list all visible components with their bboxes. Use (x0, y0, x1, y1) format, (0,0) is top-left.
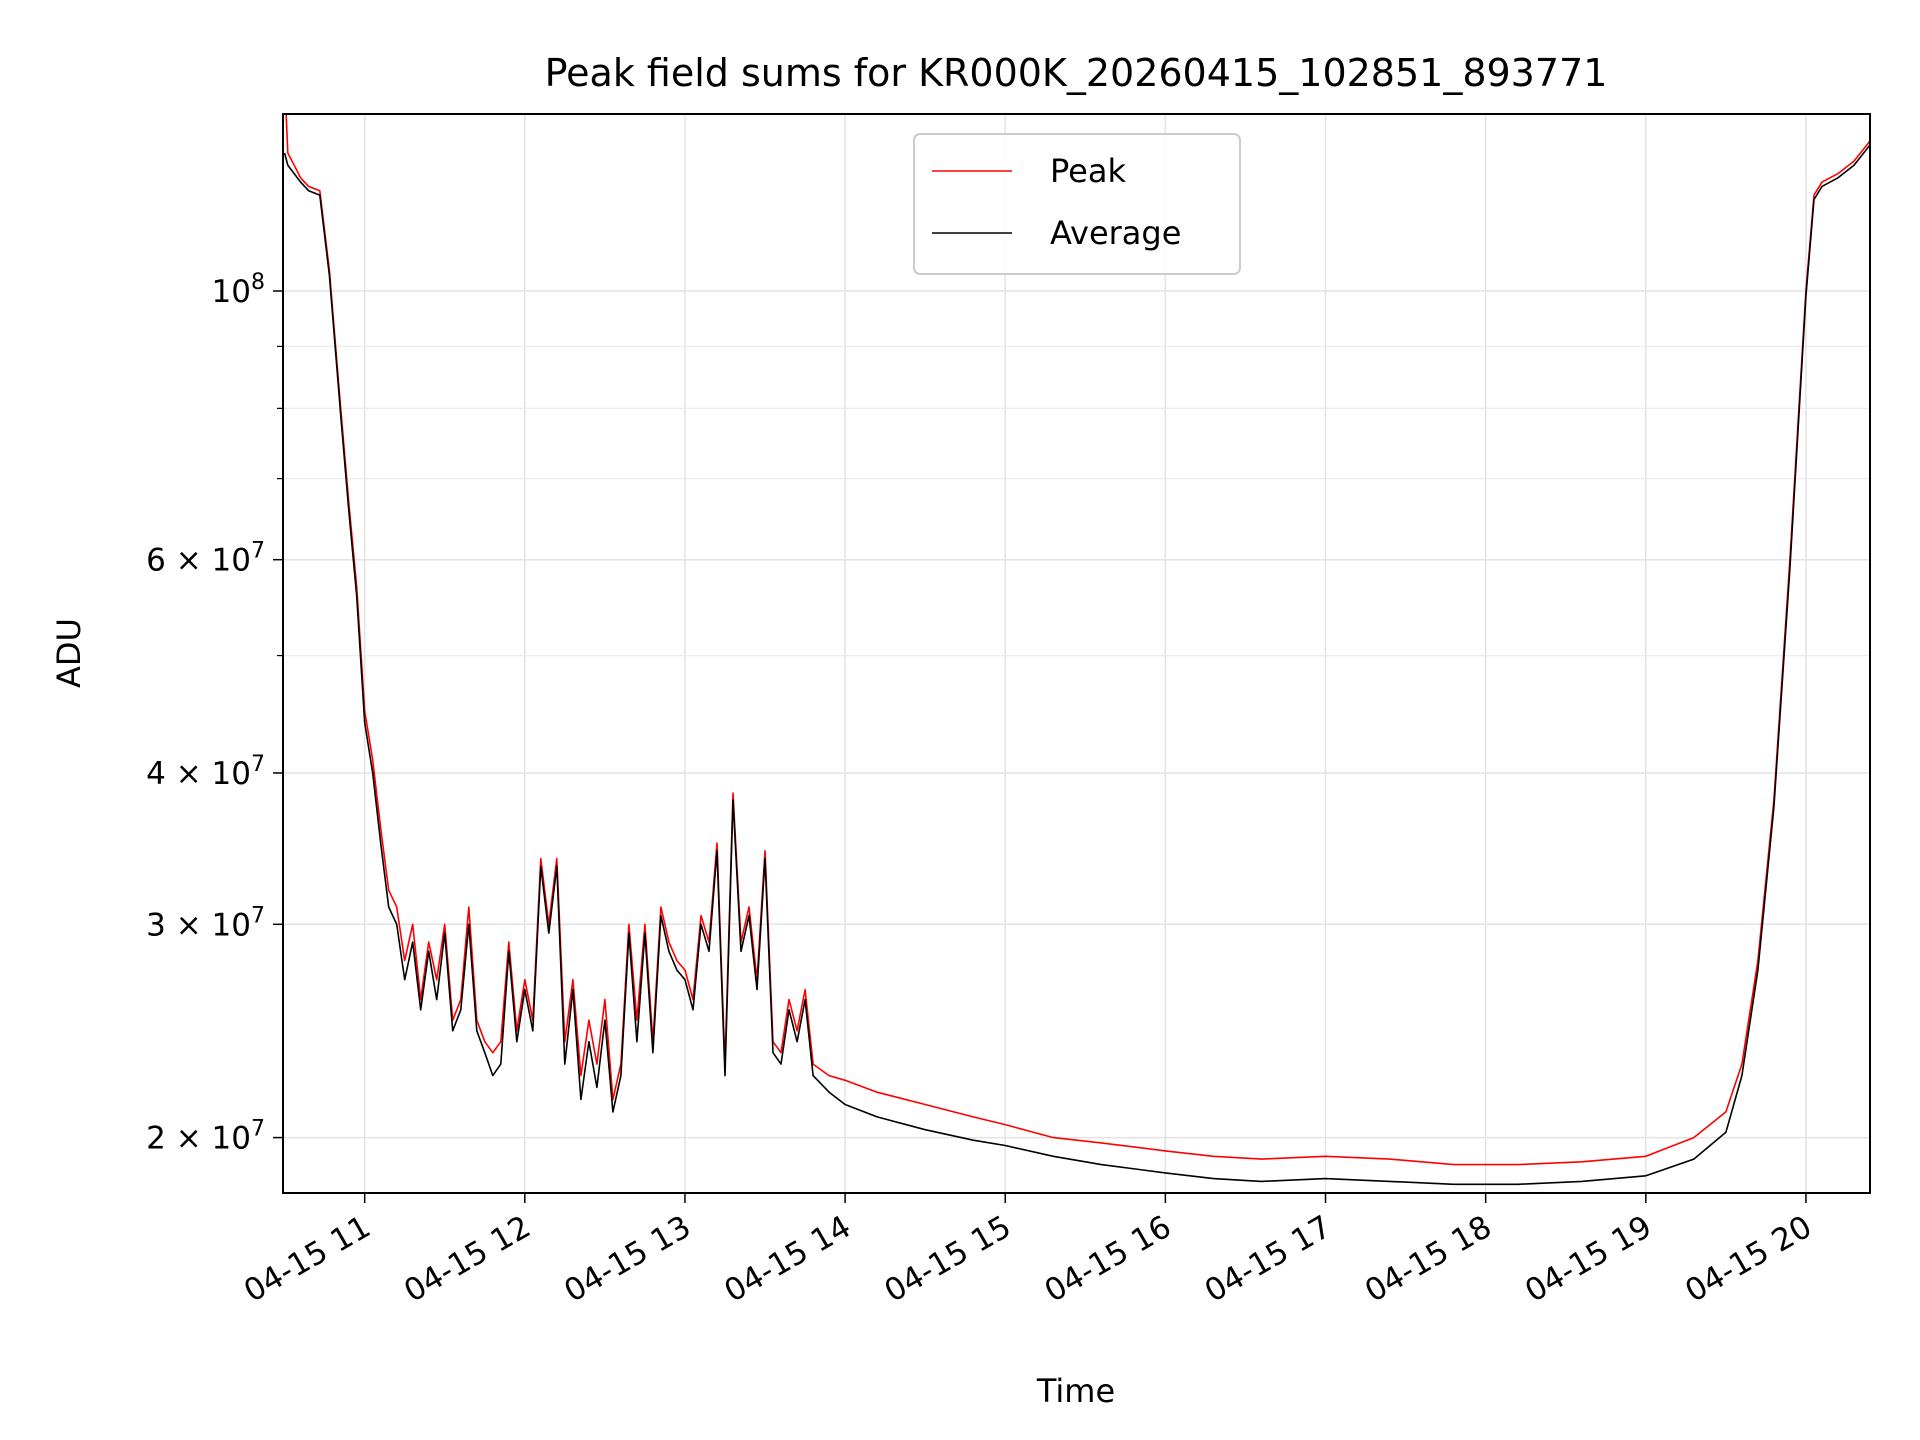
plot-lines (283, 114, 1870, 1186)
y-tick-label-base: 10 (212, 274, 251, 310)
y-tick-label: 108 (212, 270, 265, 310)
x-axis-label: Time (1036, 1372, 1115, 1410)
chart-title: Peak field sums for KR000K_20260415_1028… (545, 51, 1608, 95)
y-tick-label-base: 3 × 10 (146, 907, 251, 943)
y-tick-label-exponent: 7 (251, 539, 265, 564)
y-tick-label-exponent: 7 (251, 903, 265, 928)
grid (283, 114, 1870, 1193)
legend-label-peak: Peak (1050, 152, 1126, 190)
y-tick-label-base: 4 × 10 (146, 756, 251, 792)
y-tick-label-exponent: 8 (251, 270, 265, 295)
y-tick-label-base: 2 × 10 (146, 1121, 251, 1157)
legend-box (913, 133, 1241, 275)
legend: Peak Average (913, 133, 1241, 275)
y-tick-label-exponent: 7 (251, 1117, 265, 1142)
y-tick-label-base: 6 × 10 (146, 543, 251, 579)
series-line-average (283, 144, 1870, 1186)
legend-label-average: Average (1050, 214, 1181, 252)
y-tick-label: 6 × 107 (146, 539, 265, 579)
plot-frame (282, 113, 1871, 1194)
y-tick-label-exponent: 7 (251, 752, 265, 777)
series-line-peak (285, 114, 1870, 1166)
y-tick-label: 2 × 107 (146, 1117, 265, 1157)
y-tick-label: 4 × 107 (146, 752, 265, 792)
y-tick-label: 3 × 107 (146, 903, 265, 943)
y-axis-label: ADU (50, 618, 88, 688)
